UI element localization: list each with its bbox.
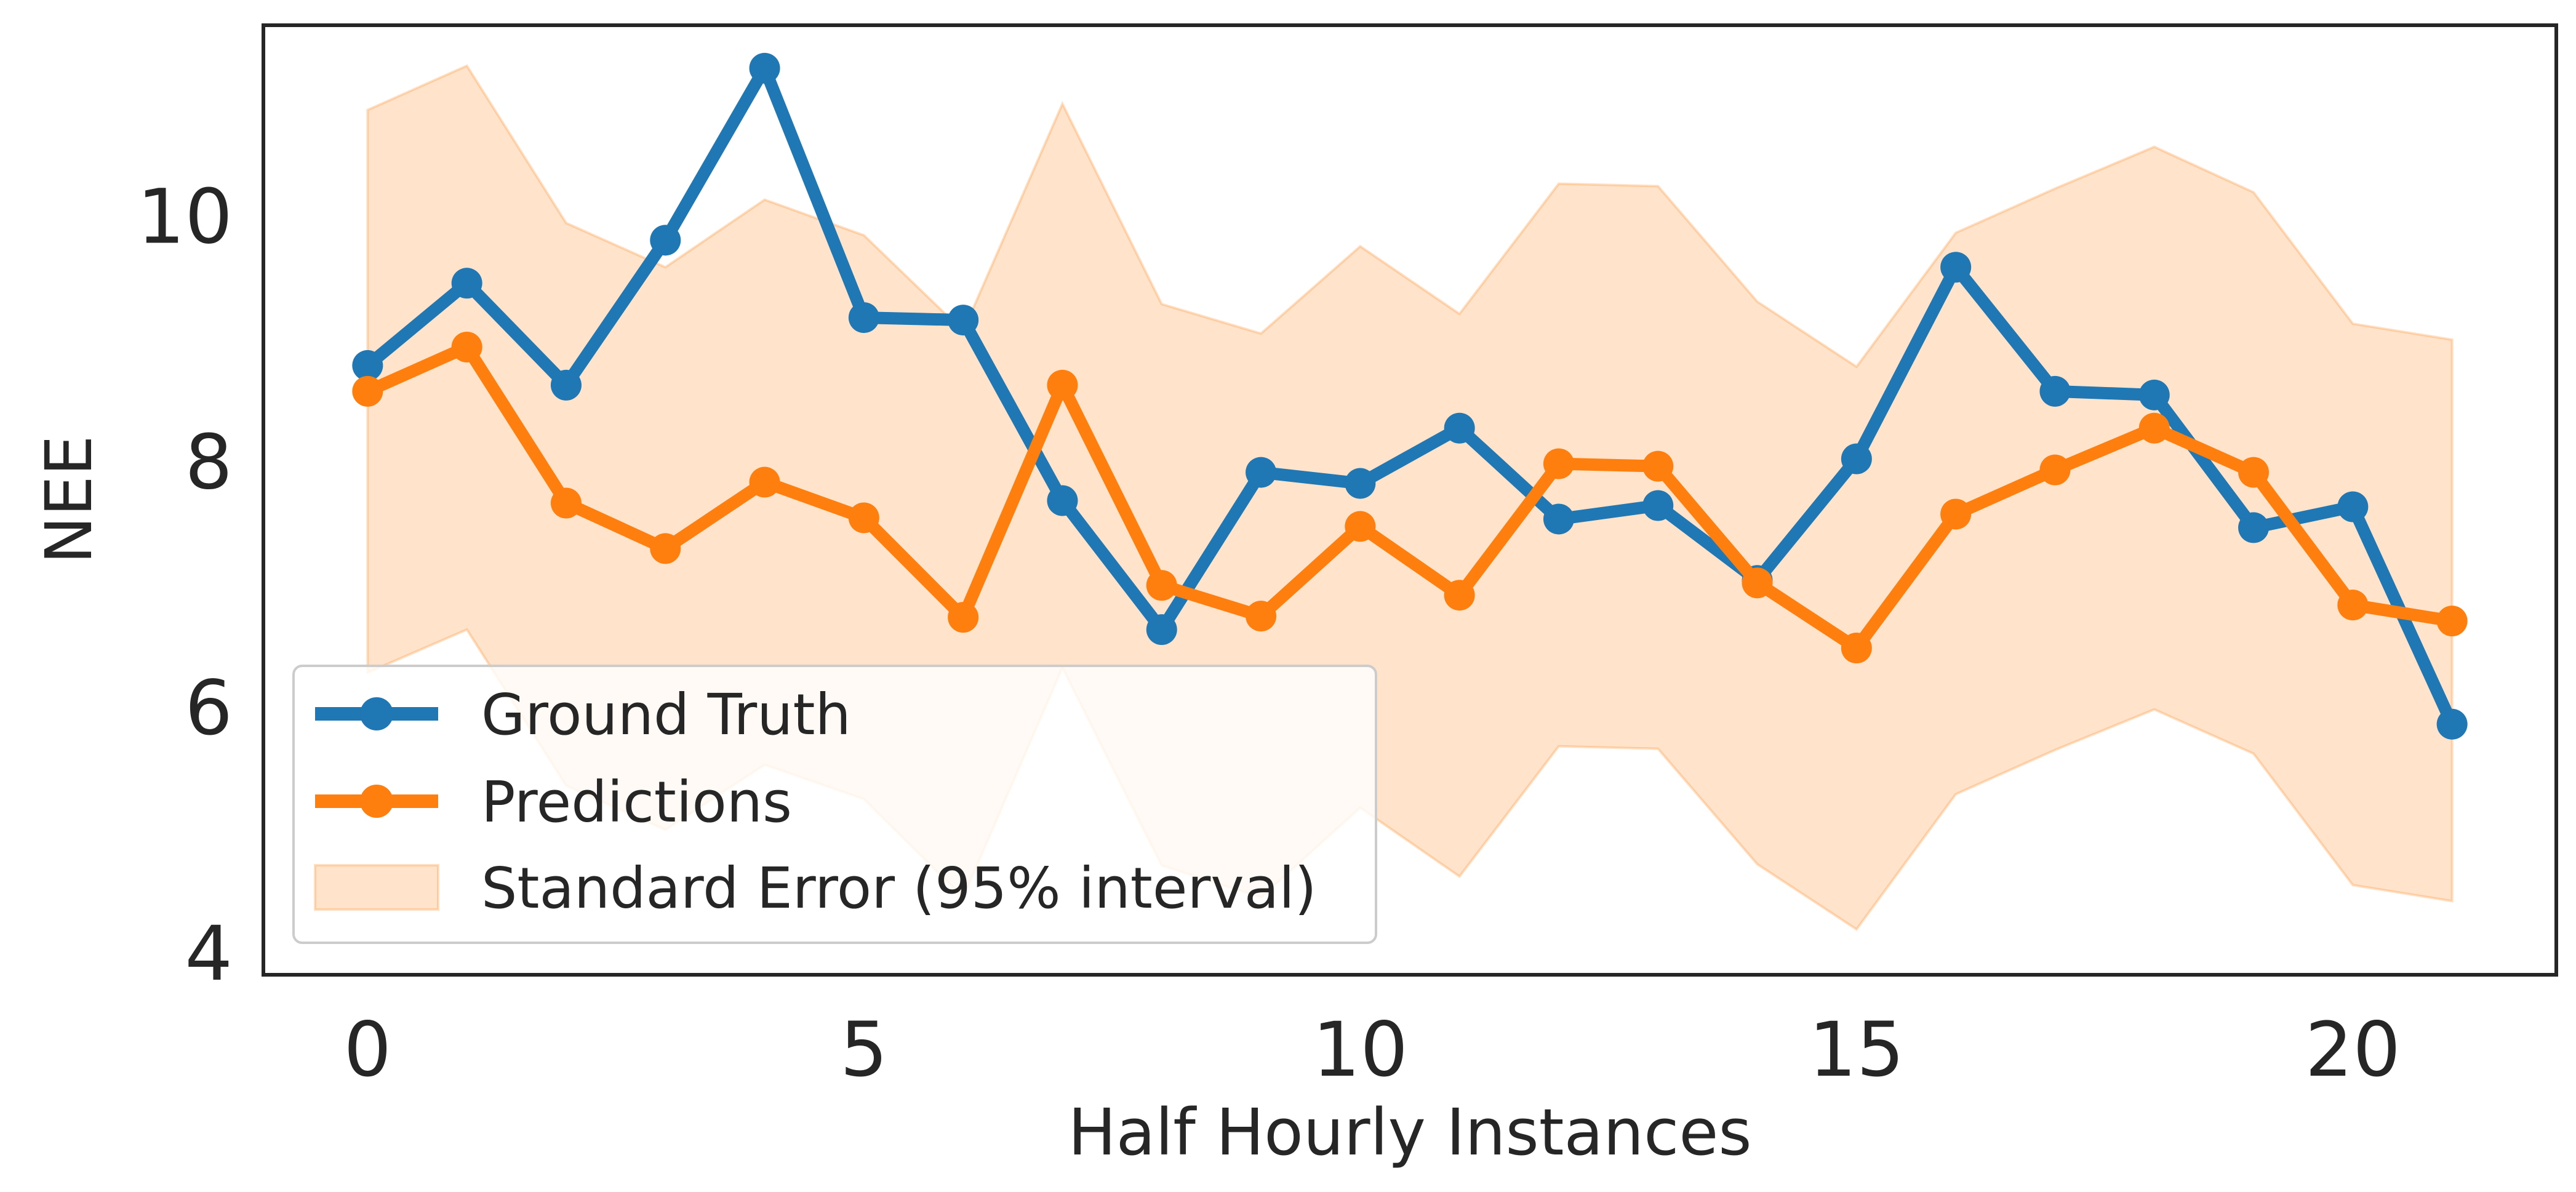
data-point-predictions [650,533,681,564]
data-point-ground-truth [550,369,582,401]
data-point-ground-truth [451,268,482,299]
data-point-ground-truth [1047,485,1078,516]
series-line-predictions [361,340,2458,655]
series-predictions [352,331,2468,664]
data-point-predictions [1444,580,1475,611]
legend-swatch-standard-error [314,864,439,911]
data-point-predictions [1841,633,1872,664]
data-point-ground-truth [2436,708,2468,740]
data-point-predictions [1345,511,1376,542]
data-point-ground-truth [848,302,879,334]
data-point-predictions [1146,570,1177,601]
legend-marker-predictions [360,785,393,818]
data-point-predictions [1047,369,1078,401]
series-layer [352,52,2468,740]
y-tick-label: 6 [185,665,233,752]
y-tick-label: 4 [185,910,233,998]
data-point-predictions [550,487,582,519]
data-point-ground-truth [2238,512,2270,543]
data-point-ground-truth [1642,490,1674,521]
y-tick-labels: 4 6 8 10 [137,173,233,998]
legend-marker-ground-truth [360,697,393,730]
y-tick-label: 10 [137,173,233,260]
data-point-predictions [1543,448,1574,479]
data-point-ground-truth [1146,614,1177,646]
data-point-predictions [2138,412,2170,444]
data-point-ground-truth [1940,252,1972,283]
data-point-predictions [2238,457,2270,488]
data-point-ground-truth [2337,491,2369,522]
data-point-ground-truth [2039,375,2071,407]
legend-frame [292,665,1377,944]
data-point-ground-truth [2138,379,2170,410]
x-axis-label: Half Hourly Instances [1068,1095,1751,1170]
x-tick-label: 15 [1809,1006,1904,1094]
data-point-ground-truth [1543,503,1574,535]
data-point-predictions [2436,606,2468,637]
legend: Ground Truth Predictions Standard Error … [292,665,1377,944]
data-point-predictions [749,466,780,498]
data-point-ground-truth [749,52,780,84]
data-point-ground-truth [352,350,383,381]
data-point-predictions [451,331,482,362]
data-point-predictions [948,602,979,633]
data-point-predictions [848,502,879,534]
data-point-predictions [1742,567,1773,599]
x-tick-label: 20 [2305,1006,2401,1094]
data-point-predictions [2039,454,2071,486]
x-tick-label: 5 [840,1006,888,1094]
plot-frame [262,23,2558,977]
data-point-predictions [1940,498,1972,530]
data-point-ground-truth [650,225,681,256]
legend-label-predictions: Predictions [481,769,792,835]
data-point-ground-truth [1444,412,1475,444]
data-point-predictions [2337,590,2369,621]
x-tick-label: 10 [1313,1006,1408,1094]
data-point-ground-truth [1841,443,1872,474]
series-ground-truth [352,52,2468,740]
x-tick-label: 0 [344,1006,392,1094]
x-tick-labels: 0 5 10 15 20 [344,1006,2401,1094]
data-point-ground-truth [1246,457,1277,488]
data-point-predictions [1246,601,1277,632]
legend-label-ground-truth: Ground Truth [481,682,851,748]
data-point-predictions [352,375,383,407]
data-point-ground-truth [1345,468,1376,499]
data-point-ground-truth [948,305,979,336]
data-point-predictions [1642,450,1674,482]
y-tick-label: 8 [185,419,233,506]
legend-label-standard-error: Standard Error (95% interval) [481,855,1317,921]
series-line-ground-truth [361,62,2458,730]
y-axis-label: NEE [31,435,106,564]
